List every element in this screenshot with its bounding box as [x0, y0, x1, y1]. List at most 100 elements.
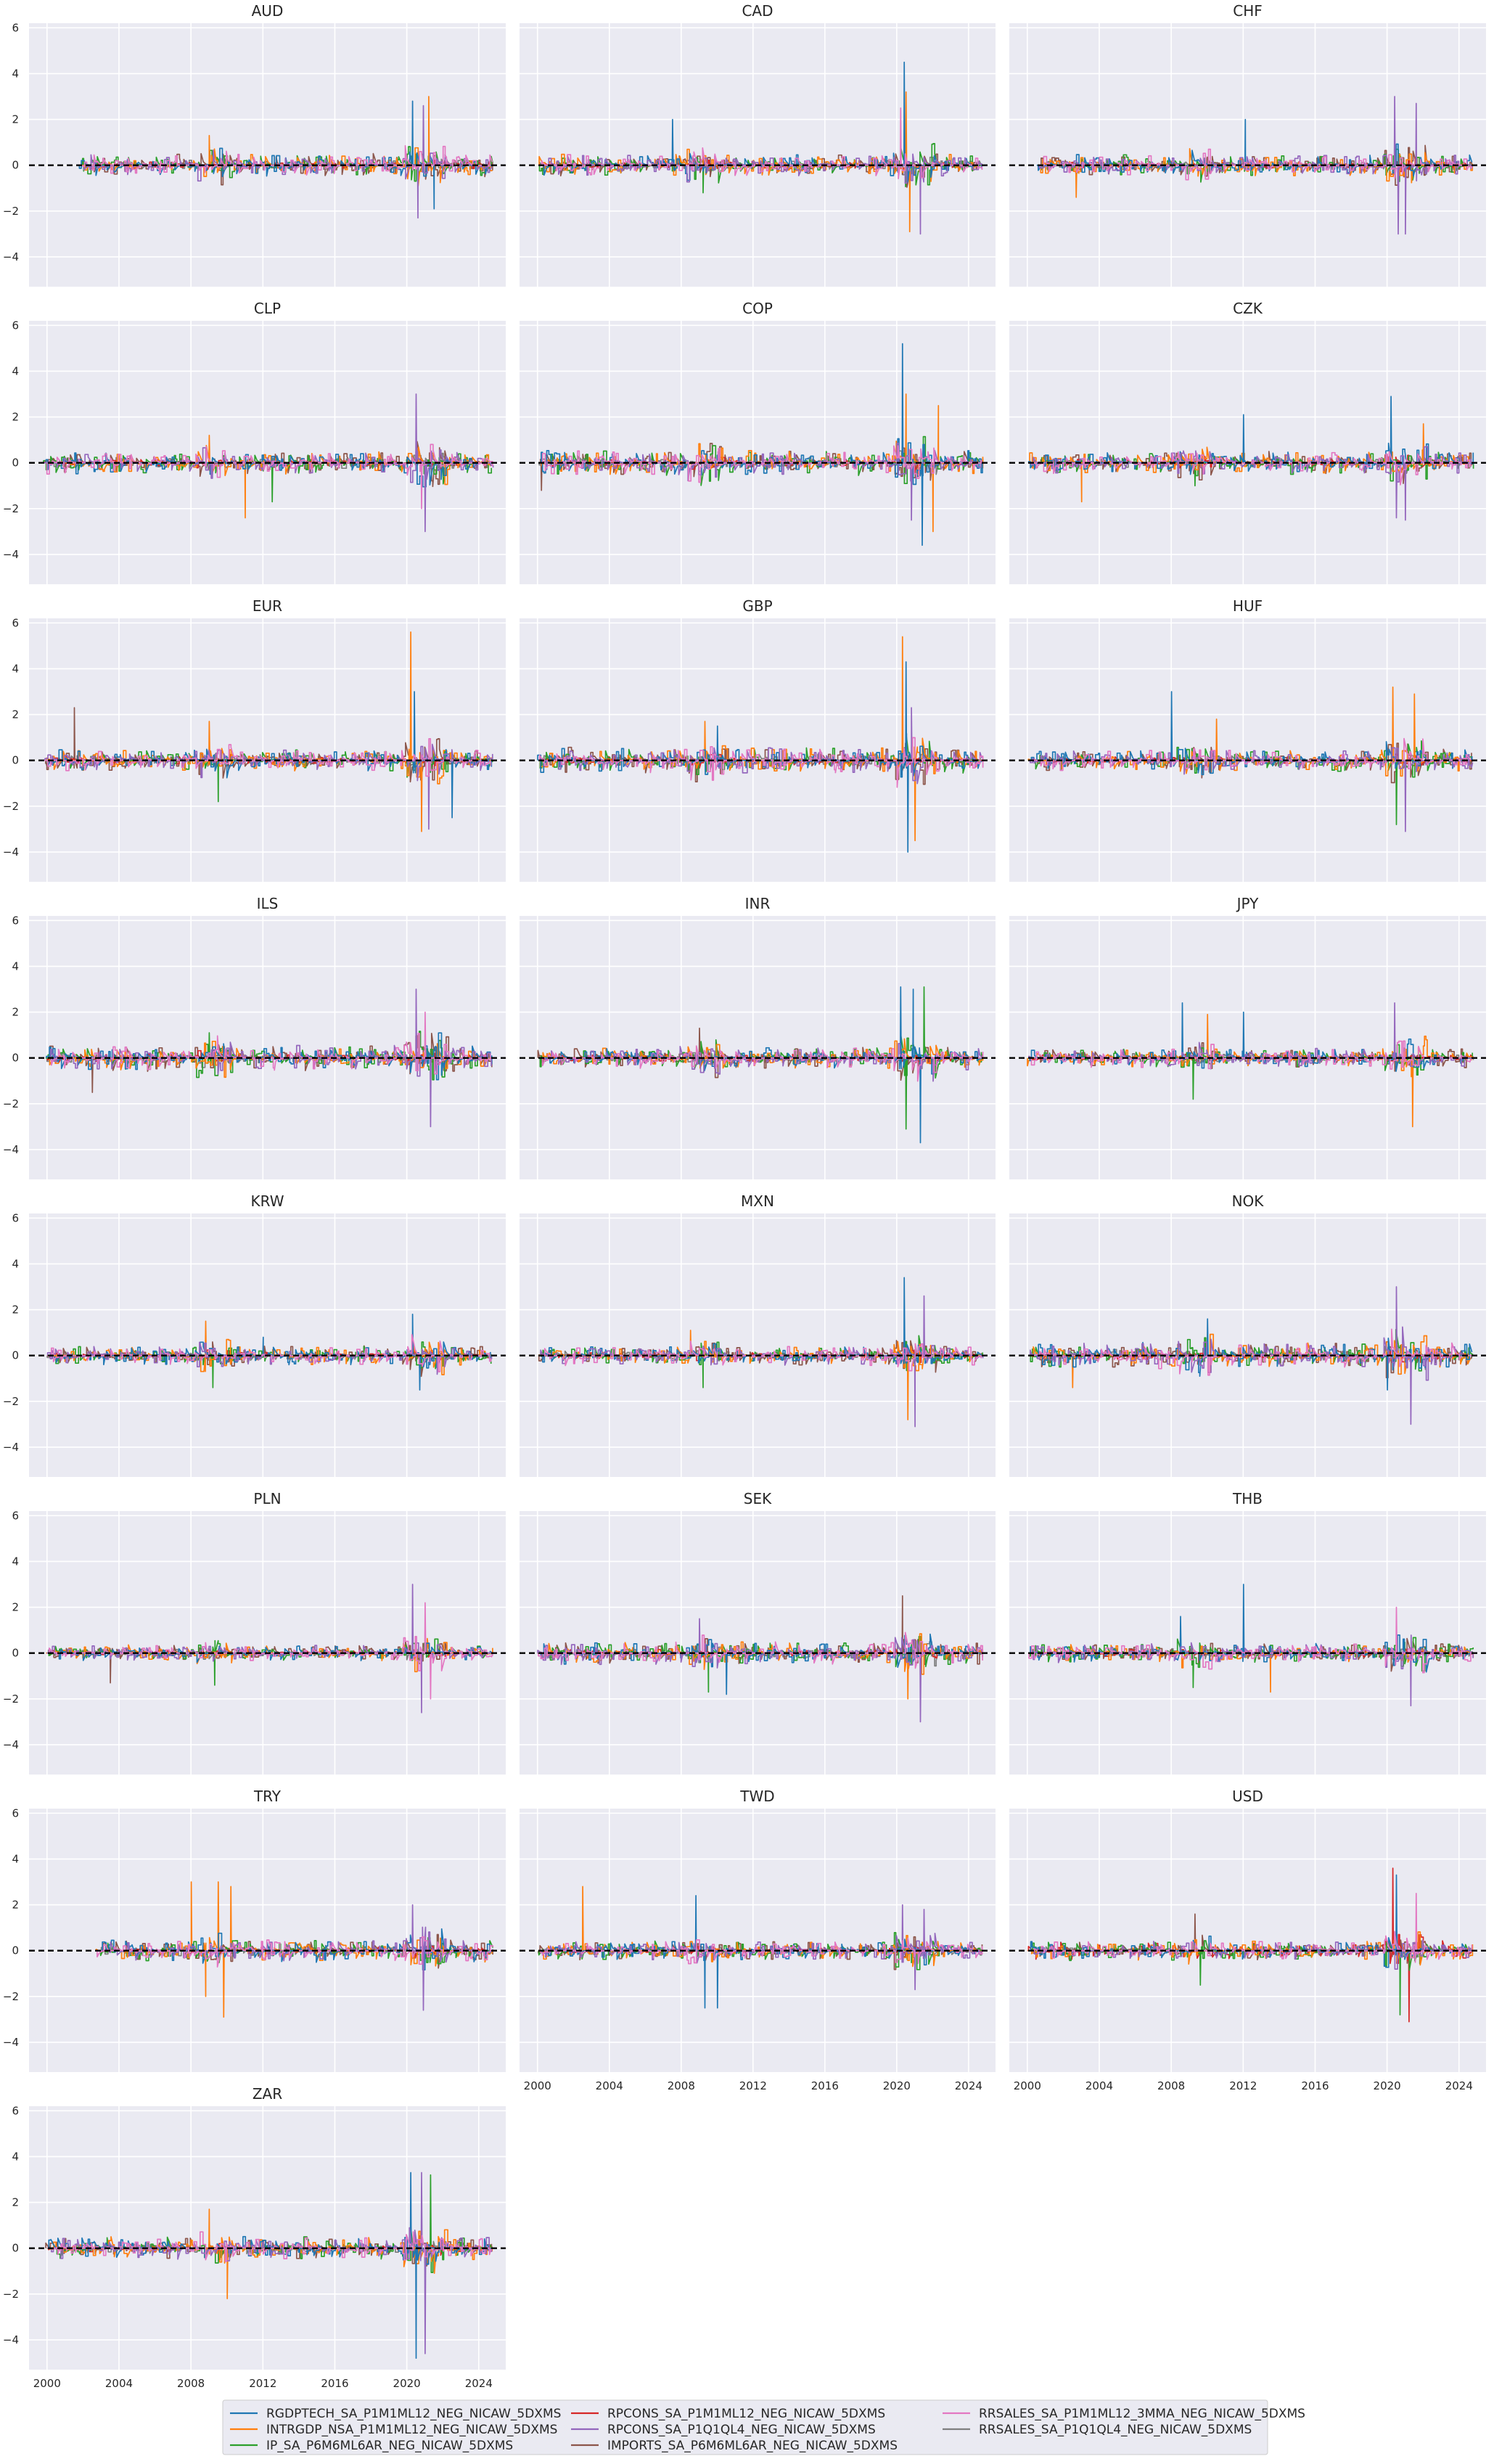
y-tick-label: 4 — [12, 1257, 19, 1270]
series-group — [538, 1886, 983, 2009]
series-line — [540, 1937, 983, 1965]
legend-label: INTRGDP_NSA_P1M1ML12_NEG_NICAW_5DXMS — [266, 2423, 557, 2437]
x-tick-label: 2024 — [465, 2377, 493, 2390]
plot-background — [29, 2106, 506, 2370]
x-tick-label: 2016 — [811, 2079, 839, 2092]
x-tick-label: 2004 — [1085, 2079, 1113, 2092]
y-tick-label: −4 — [3, 250, 19, 263]
y-tick-label: 0 — [12, 1052, 19, 1065]
y-tick-label: −2 — [3, 800, 19, 813]
x-tick-label: 2016 — [321, 2377, 348, 2390]
y-tick-label: 6 — [12, 2104, 19, 2117]
y-tick-label: 6 — [12, 1806, 19, 1820]
legend-label: RRSALES_SA_P1M1ML12_3MMA_NEG_NICAW_5DXMS — [979, 2407, 1305, 2421]
y-tick-label: 6 — [12, 914, 19, 927]
panel-title: NOK — [1232, 1192, 1265, 1210]
panel-cad: CAD — [520, 2, 996, 287]
series-line — [541, 445, 982, 483]
y-tick-label: −2 — [3, 1693, 19, 1706]
panel-title: AUD — [252, 2, 284, 20]
series-line — [1030, 1286, 1473, 1425]
plot-background — [1009, 1809, 1486, 2072]
series-line — [540, 1335, 984, 1388]
x-tick-label: 2012 — [739, 2079, 767, 2092]
legend-label: IP_SA_P6M6ML6AR_NEG_NICAW_5DXMS — [266, 2439, 513, 2453]
series-line — [1029, 747, 1474, 832]
x-tick-label: 2000 — [33, 2377, 61, 2390]
plot-background — [520, 618, 996, 882]
plot-background — [1009, 1213, 1486, 1477]
panel-title: ZAR — [253, 2085, 282, 2103]
plot-background — [520, 1511, 996, 1775]
panel-try: −4 −2 0 2 4 6 TRY — [3, 1788, 506, 2072]
legend-label: RRSALES_SA_P1Q1QL4_NEG_NICAW_5DXMS — [979, 2423, 1252, 2437]
y-tick-label: 4 — [12, 1852, 19, 1865]
panel-title: PLN — [253, 1490, 281, 1507]
plot-background — [29, 1213, 506, 1477]
panel-gbp: GBP — [520, 597, 996, 882]
series-line — [538, 153, 983, 235]
legend-item: RGDPTECH_SA_P1M1ML12_NEG_NICAW_5DXMS — [230, 2407, 561, 2421]
y-tick-label: −2 — [3, 205, 19, 218]
legend-label: IMPORTS_SA_P6M6ML6AR_NEG_NICAW_5DXMS — [607, 2439, 898, 2453]
y-tick-label: 2 — [12, 1601, 19, 1614]
panel-pln: −4 −2 0 2 4 6 PLN — [3, 1490, 506, 1775]
legend-label: RGDPTECH_SA_P1M1ML12_NEG_NICAW_5DXMS — [266, 2407, 561, 2421]
y-tick-label: −2 — [3, 502, 19, 515]
plot-background — [520, 23, 996, 287]
legend-item: RPCONS_SA_P1Q1QL4_NEG_NICAW_5DXMS — [571, 2423, 876, 2437]
legend-item: INTRGDP_NSA_P1M1ML12_NEG_NICAW_5DXMS — [230, 2423, 557, 2437]
panel-cop: COP — [520, 300, 996, 584]
y-tick-label: 2 — [12, 411, 19, 424]
x-tick-label: 2020 — [1374, 2079, 1401, 2092]
panel-chf: CHF — [1009, 2, 1486, 287]
series-line — [540, 1904, 982, 1991]
panel-clp: −4 −2 0 2 4 6 CLP — [3, 300, 506, 584]
panel-mxn: MXN — [520, 1192, 996, 1477]
series-line — [49, 1011, 491, 1075]
panel-title: ILS — [257, 895, 279, 912]
y-tick-label: 0 — [12, 754, 19, 767]
panel-aud: −4 −2 0 2 4 6 AUD — [3, 2, 506, 287]
y-tick-label: 6 — [12, 616, 19, 629]
legend: RGDPTECH_SA_P1M1ML12_NEG_NICAW_5DXMS INTR… — [222, 2399, 1305, 2455]
y-tick-label: −4 — [3, 548, 19, 561]
y-tick-label: 2 — [12, 1303, 19, 1317]
series-line — [1027, 1892, 1473, 1963]
panel-thb: THB — [1009, 1490, 1486, 1775]
series-group — [538, 1277, 984, 1428]
x-tick-label: 2000 — [524, 2079, 551, 2092]
plot-background — [29, 916, 506, 1179]
plot-background — [520, 1809, 996, 2072]
panel-title: JPY — [1236, 895, 1260, 912]
y-tick-label: −2 — [3, 2288, 19, 2301]
legend-label: RPCONS_SA_P1Q1QL4_NEG_NICAW_5DXMS — [607, 2423, 876, 2437]
series-line — [45, 691, 493, 819]
plot-background — [520, 321, 996, 584]
x-tick-label: 2024 — [1445, 2079, 1473, 2092]
series-line — [540, 1295, 984, 1428]
x-tick-label: 2020 — [883, 2079, 911, 2092]
y-tick-label: 2 — [12, 1899, 19, 1912]
y-tick-label: 0 — [12, 457, 19, 470]
panel-title: USD — [1232, 1788, 1263, 1805]
y-tick-label: 6 — [12, 1211, 19, 1224]
series-line — [78, 100, 493, 210]
panel-eur: −4 −2 0 2 4 6 EUR — [3, 597, 506, 882]
panel-inr: INR — [520, 895, 996, 1179]
y-tick-label: 2 — [12, 1006, 19, 1019]
y-tick-label: 6 — [12, 1509, 19, 1522]
panel-title: MXN — [741, 1192, 774, 1210]
y-tick-label: −4 — [3, 1441, 19, 1454]
series-line — [541, 1045, 984, 1082]
series-group — [538, 61, 983, 235]
y-tick-label: 6 — [12, 319, 19, 332]
y-tick-label: −2 — [3, 1395, 19, 1408]
panel-zar: −4 −2 0 2 4 6 2000 2004 2008 2012 2016 2020 2024 ZAR — [3, 2085, 506, 2390]
legend-item: RRSALES_SA_P1M1ML12_3MMA_NEG_NICAW_5DXMS — [943, 2407, 1305, 2421]
legend-item: IMPORTS_SA_P6M6ML6AR_NEG_NICAW_5DXMS — [571, 2439, 898, 2453]
plot-background — [29, 321, 506, 584]
plot-background — [29, 23, 506, 287]
panel-czk: CZK — [1009, 300, 1486, 584]
